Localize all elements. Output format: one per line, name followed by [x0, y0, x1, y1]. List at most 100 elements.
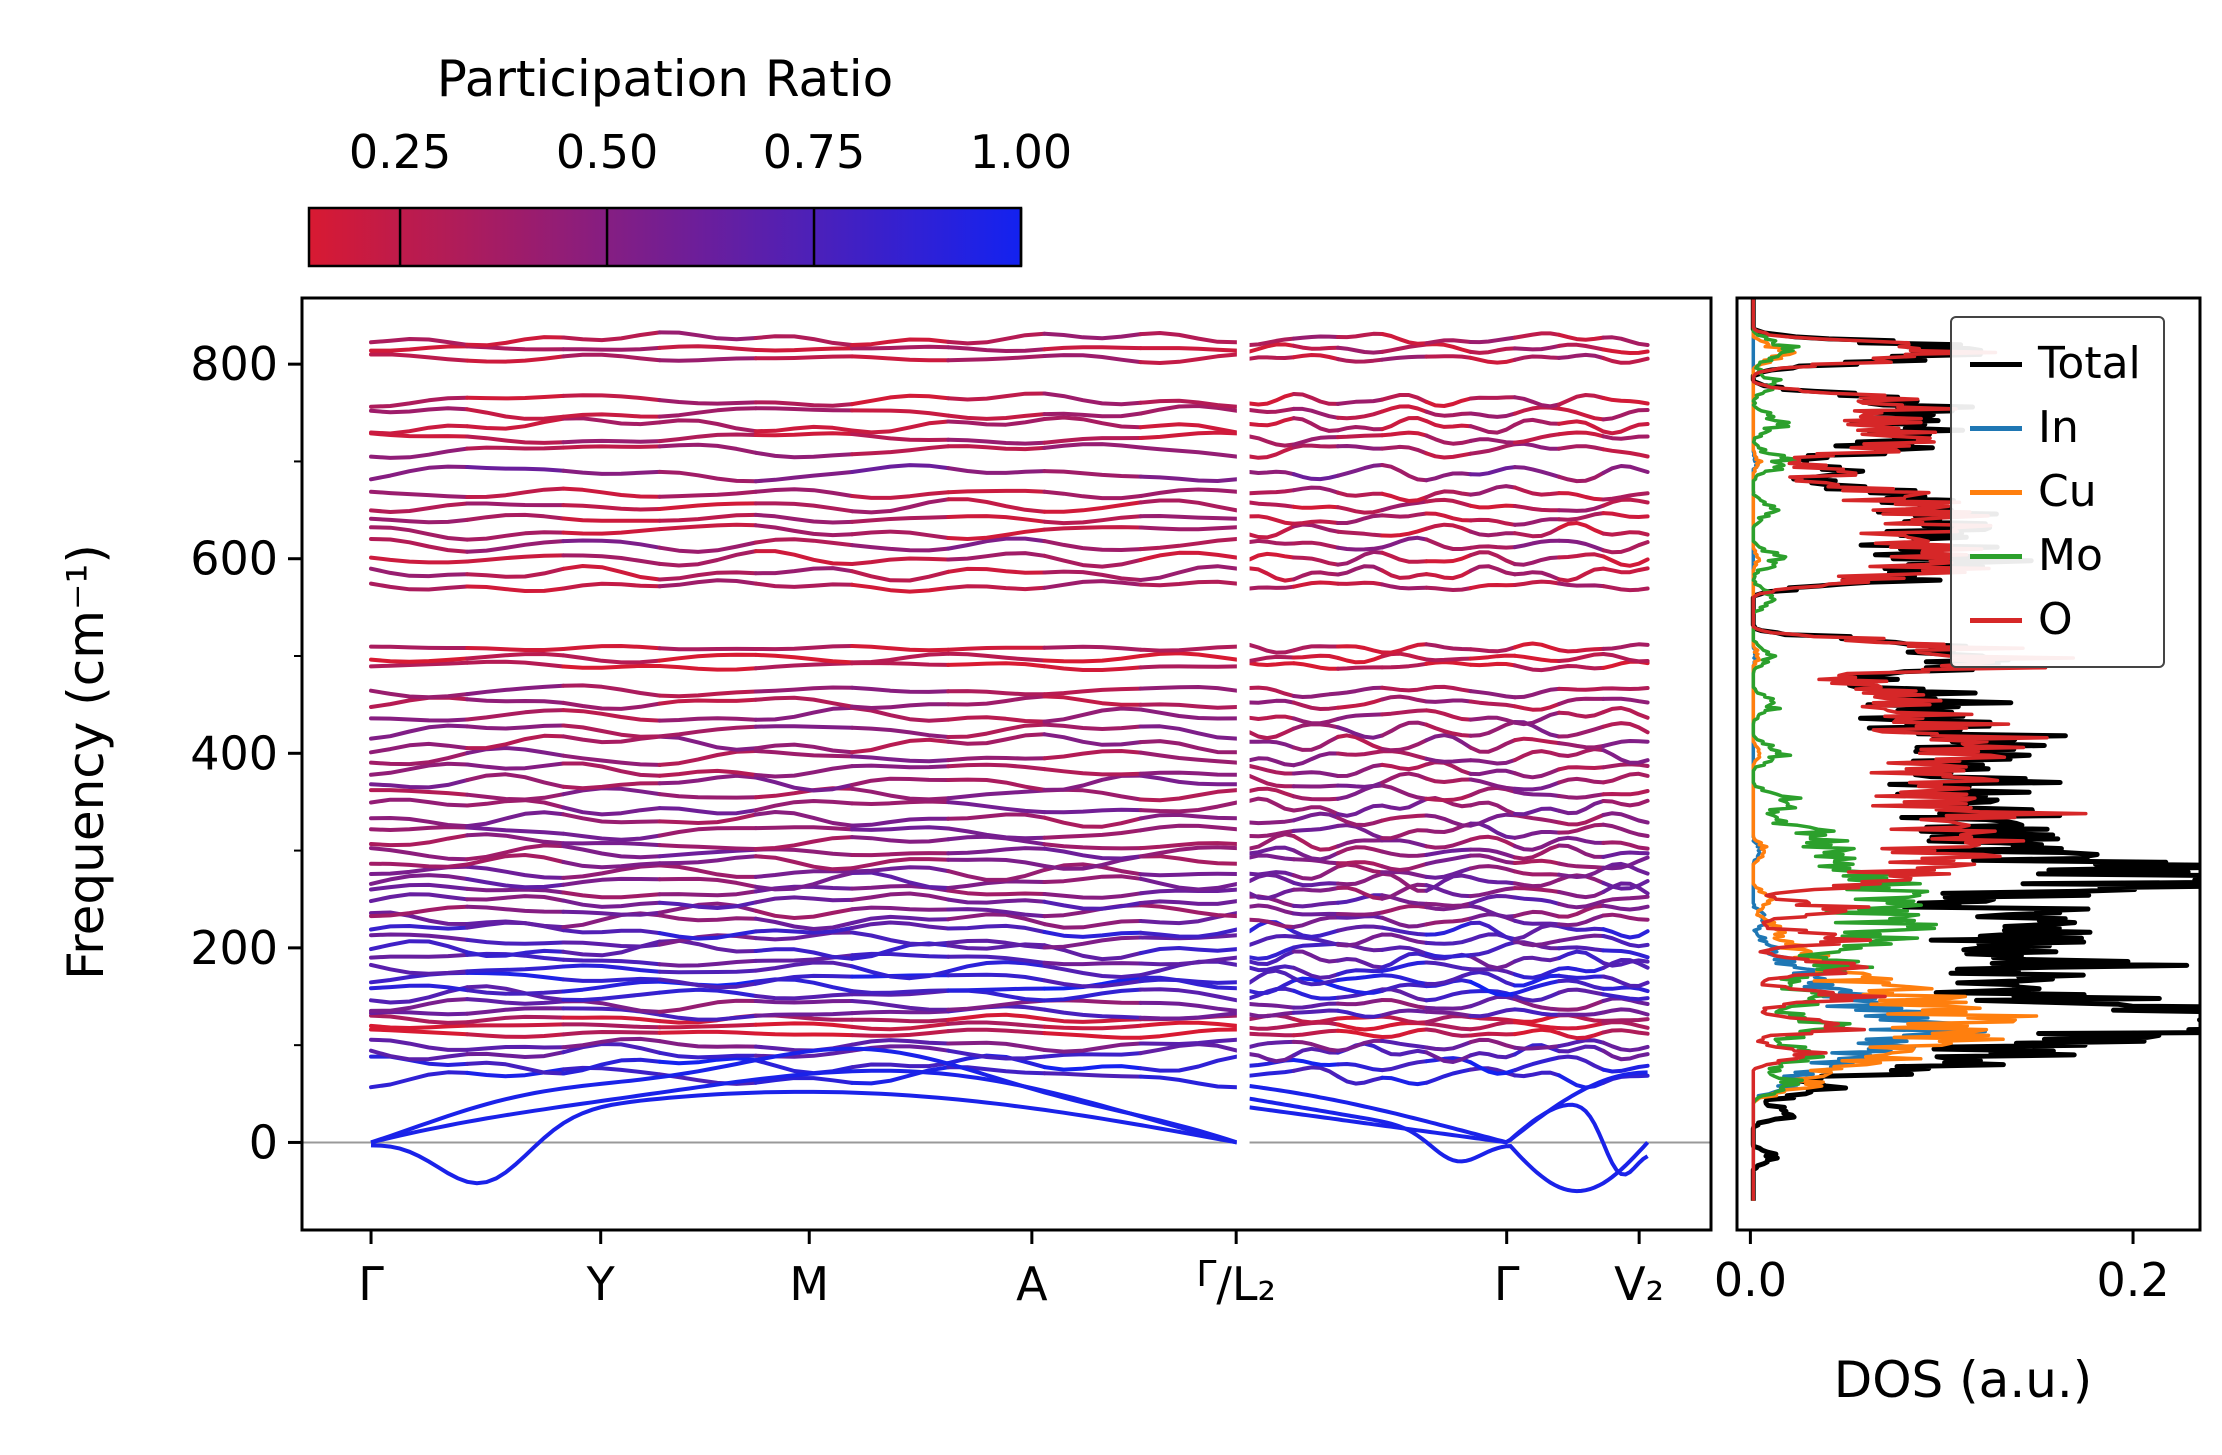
phonon-band-segment	[561, 1015, 662, 1024]
y-tick-label: 200	[190, 921, 278, 975]
phonon-band-segment	[1138, 1074, 1239, 1090]
phonon-band-segment	[946, 331, 1047, 346]
phonon-band-segment	[1380, 1075, 1429, 1087]
phonon-band-segment	[1512, 331, 1562, 340]
phonon-band-segment	[850, 1065, 951, 1086]
phonon-band-segment	[753, 523, 855, 538]
phonon-band-segment	[850, 1017, 951, 1024]
phonon-band-segment	[1291, 811, 1340, 823]
phonon-band-segment	[657, 716, 758, 723]
phonon-band-segment	[1424, 866, 1473, 880]
phonon-band-segment	[946, 466, 1047, 475]
phonon-band-segment	[753, 775, 855, 793]
phonon-band-segment	[1042, 331, 1143, 341]
phonon-band-segment	[1247, 739, 1296, 750]
phonon-band-segment	[369, 1023, 470, 1030]
phonon-band-segment	[465, 708, 566, 722]
phonon-band-segment	[850, 644, 951, 653]
phonon-band-segment	[850, 702, 951, 710]
phonon-band-segment	[1557, 949, 1606, 965]
phonon-band-segment	[1601, 396, 1650, 406]
phonon-band-segment	[1138, 854, 1239, 866]
phonon-band-segment	[946, 762, 1047, 772]
phonon-band-segment	[1424, 901, 1473, 908]
phonon-band-segment	[1512, 526, 1562, 539]
phonon-band-segment	[1380, 430, 1429, 438]
phonon-band-segment	[1291, 911, 1340, 917]
phonon-band-segment	[1247, 1031, 1296, 1038]
phonon-band-segment	[657, 768, 758, 778]
phonon-band-segment	[753, 992, 855, 1001]
phonon-band-segment	[1512, 686, 1562, 700]
phonon-band-segment	[1557, 822, 1606, 835]
phonon-band-segment	[946, 879, 1047, 890]
phonon-band-segment	[1291, 794, 1340, 802]
phonon-band-segment	[1247, 949, 1296, 966]
phonon-band-segment	[1601, 566, 1650, 575]
phonon-band-segment	[753, 566, 855, 576]
phonon-band-segment	[465, 445, 566, 451]
phonon-band-segment	[369, 446, 470, 460]
phonon-band-segment	[1291, 343, 1340, 351]
phonon-band-segment	[1512, 343, 1562, 352]
phonon-band-segment	[1138, 498, 1239, 513]
phonon-band-segment	[1247, 342, 1296, 354]
phonon-band-segment	[1557, 1030, 1606, 1041]
phonon-band-segment	[1291, 770, 1340, 778]
phonon-band-segment	[1291, 522, 1340, 534]
phonon-band-segment	[946, 800, 1047, 815]
phonon-band-segment	[369, 962, 470, 976]
phonon-band-segment	[1424, 853, 1473, 866]
phonon-band-segment	[561, 723, 662, 739]
phonon-band-segment	[753, 512, 855, 525]
phonon-band-segment	[850, 999, 951, 1012]
phonon-band-segment	[1336, 505, 1385, 515]
phonon-band-segment	[1042, 773, 1143, 792]
phonon-band-segment	[1138, 1020, 1239, 1028]
phonon-band-segment	[1042, 815, 1143, 829]
phonon-band-segment	[657, 549, 758, 568]
phonon-band-segment	[465, 733, 566, 751]
legend-label: Cu	[2038, 466, 2097, 517]
phonon-band-segment	[657, 806, 758, 816]
k-point-label: M	[789, 1257, 829, 1311]
phonon-band-segment	[1138, 987, 1239, 1003]
phonon-band-segment	[1424, 1009, 1473, 1018]
phonon-band-segment	[1601, 855, 1650, 871]
phonon-band-segment	[1380, 838, 1429, 849]
phonon-band-segment	[465, 853, 566, 867]
phonon-band-segment	[1291, 1058, 1340, 1067]
phonon-band-segment	[1138, 579, 1239, 588]
phonon-band-segment	[946, 722, 1047, 739]
phonon-band-segment	[1512, 653, 1562, 663]
phonon-band-segment	[369, 892, 470, 904]
phonon-band-segment	[850, 337, 951, 347]
phonon-band-segment	[1468, 411, 1517, 419]
phonon-band-segment	[1042, 846, 1143, 861]
phonon-band-segment	[1424, 585, 1473, 592]
phonon-band-segment	[369, 1048, 470, 1062]
y-tick-label: 800	[190, 337, 278, 391]
phonon-band-segment	[1601, 771, 1650, 785]
phonon-band-segment	[1380, 797, 1429, 811]
phonon-band-segment	[1336, 893, 1385, 905]
phonon-band-segment	[1557, 444, 1606, 452]
phonon-band-segment	[753, 742, 855, 755]
phonon-band-segment	[1512, 504, 1562, 513]
phonon-band-segment	[657, 863, 758, 879]
phonon-band-segment	[1424, 1050, 1473, 1064]
phonon-band-segment	[1042, 391, 1143, 407]
phonon-band-segment	[850, 865, 951, 874]
phonon-band-segment	[1291, 334, 1340, 341]
phonon-band-segment	[1557, 430, 1606, 439]
phonon-band-segment	[1042, 553, 1143, 569]
phonon-band-segment	[1424, 756, 1473, 764]
phonon-band-segment	[1424, 837, 1473, 850]
phonon-band-segment	[1424, 1014, 1473, 1025]
phonon-band-segment	[1380, 1008, 1429, 1018]
phonon-band-segment	[1557, 724, 1606, 739]
phonon-band-segment	[1247, 642, 1296, 655]
legend-item-cu: Cu	[1970, 460, 2141, 524]
phonon-band-segment	[1247, 934, 1296, 947]
phonon-band-segment	[1601, 811, 1650, 825]
